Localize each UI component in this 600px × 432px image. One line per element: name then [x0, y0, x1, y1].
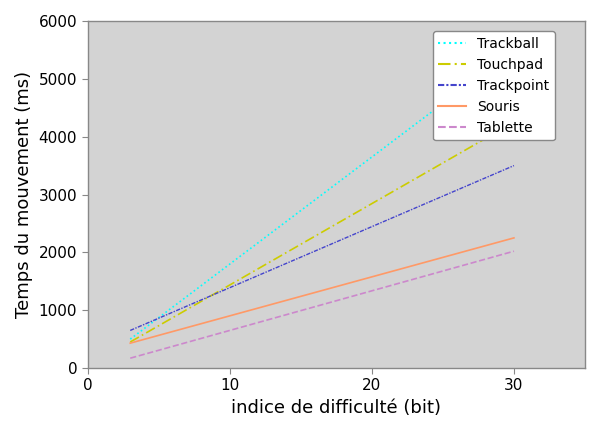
X-axis label: indice de difficulté (bit): indice de difficulté (bit)	[231, 399, 441, 417]
Legend: Trackball, Touchpad, Trackpoint, Souris, Tablette: Trackball, Touchpad, Trackpoint, Souris,…	[433, 32, 555, 140]
Y-axis label: Temps du mouvement (ms): Temps du mouvement (ms)	[15, 71, 33, 318]
